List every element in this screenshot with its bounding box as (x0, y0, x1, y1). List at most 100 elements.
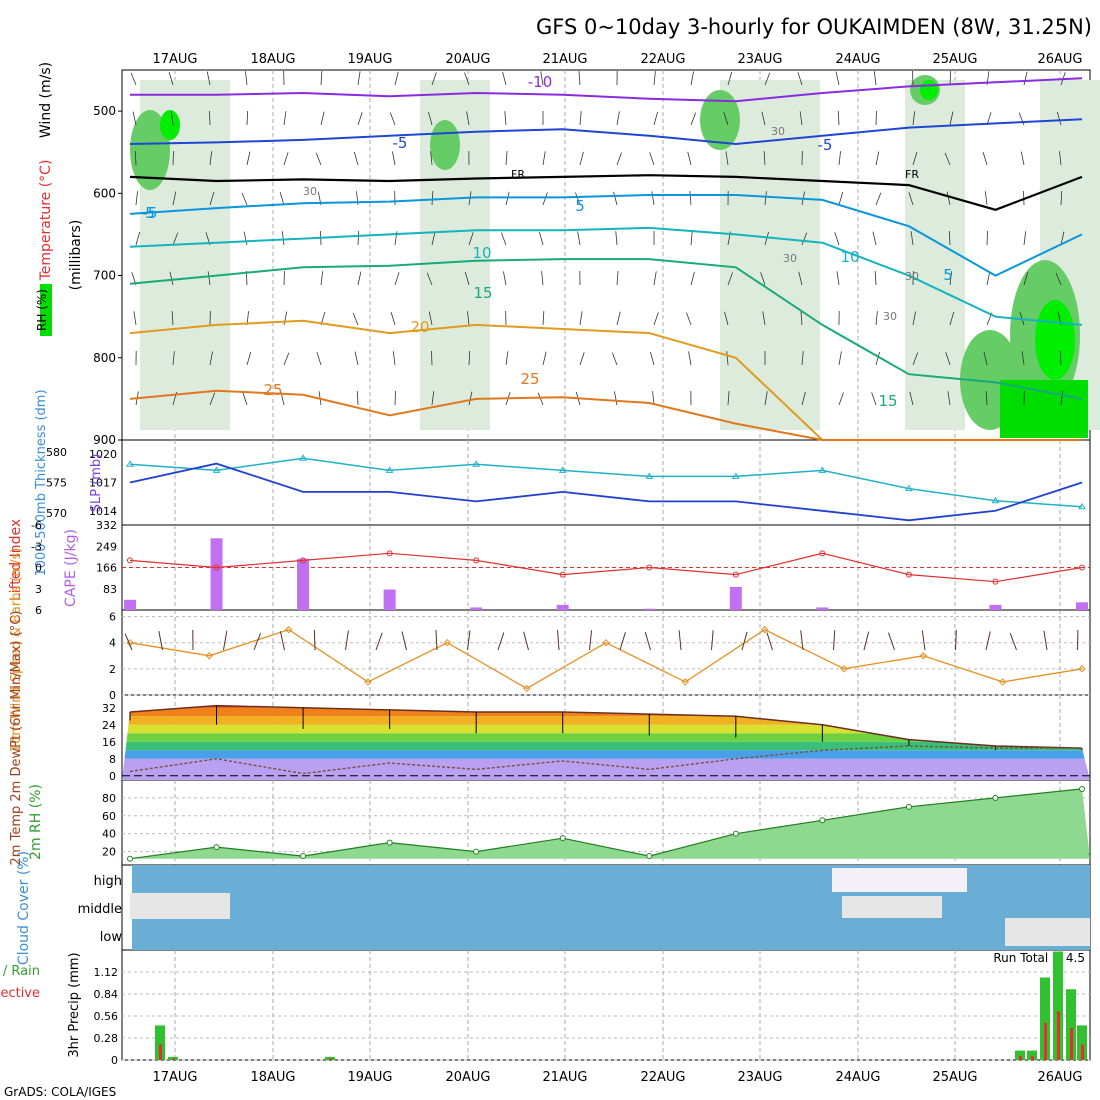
wind-barb (505, 151, 508, 166)
wind-barb (431, 231, 436, 246)
date-label-top: 19AUG (347, 52, 392, 67)
wind-barb (207, 271, 211, 286)
wind-barb (241, 192, 248, 206)
isotherm-label: FR (511, 168, 525, 181)
rh-marker (732, 830, 739, 837)
rh-tick-label: 20 (102, 846, 116, 859)
wind-barb (763, 151, 766, 166)
wind-barb (539, 231, 544, 246)
thickness-marker (645, 472, 654, 479)
cape-bar (729, 586, 742, 610)
date-label-top: 20AUG (445, 52, 490, 67)
thickness-marker (126, 460, 134, 467)
wind-barb (912, 71, 914, 86)
rh-tick-label: 60 (102, 810, 116, 823)
isotherm-label: 5 (943, 266, 953, 284)
wind-barb (357, 231, 360, 246)
slp-tick-label: 1014 (89, 505, 117, 518)
wind-barb (320, 271, 324, 286)
date-label-top: 23AUG (737, 52, 782, 67)
rh-tick-label: 40 (102, 828, 116, 841)
pressure-tick-label: 600 (93, 186, 116, 200)
cloud-low-block (1005, 918, 1090, 946)
rh-legend-swatch (40, 284, 52, 336)
precip-convective-bar (1031, 1055, 1034, 1060)
wind-barb (468, 391, 473, 406)
date-label-bottom: 21AUG (542, 1070, 587, 1085)
wind-barb (797, 72, 803, 86)
cape-bar (643, 608, 656, 610)
wind-barb (764, 191, 767, 206)
rh-marker (992, 794, 999, 801)
wind10m-barb (497, 632, 505, 651)
wind-barb (283, 152, 289, 166)
temperature-band (122, 724, 1090, 734)
wind-barb (502, 71, 507, 86)
wind-barb (356, 391, 359, 406)
wind-barb (209, 351, 213, 366)
cape-bar (470, 607, 483, 610)
date-label-top: 17AUG (152, 52, 197, 67)
wind-barb (949, 271, 952, 286)
precip-tick-label: 0 (111, 1054, 118, 1067)
wind-barb (875, 311, 878, 326)
wind-barb (764, 391, 768, 406)
lifted-index-marker (473, 557, 480, 564)
wind-barb (135, 231, 141, 246)
wind10m-axis-label: 10m Wind Speed & Barbs (m/s) (9, 548, 24, 753)
panel-frame (121, 439, 1091, 526)
cape-bar (210, 538, 223, 610)
isotherm-line (129, 174, 1083, 211)
lifted-index-marker (905, 571, 912, 578)
wind-barb (281, 231, 285, 246)
rh-marker (386, 839, 393, 846)
wind-barb (542, 192, 548, 206)
wind-barb (837, 111, 840, 126)
wind-barb (690, 231, 693, 246)
wind10m-barb (401, 631, 407, 651)
wind-barb (948, 231, 951, 246)
wind-barb (912, 111, 916, 126)
wind-barb (871, 392, 877, 406)
wind-barb (542, 351, 547, 366)
wind10m-barb (1009, 632, 1017, 651)
rh2m-axis-label: 2m RH (%) (28, 784, 44, 860)
wind-barb (172, 351, 175, 366)
rh-line (129, 788, 1083, 860)
date-label-bottom: 22AUG (640, 1070, 685, 1085)
wind-barb (579, 111, 582, 126)
pressure-tick-label: 500 (93, 104, 116, 118)
wind-barb (912, 151, 918, 166)
wind-barb (909, 391, 914, 406)
cloud-middle-block (130, 893, 230, 919)
rh-shading (905, 80, 965, 430)
wind-barb (1023, 71, 1028, 86)
wind-barb (1059, 151, 1062, 166)
wind-barb (690, 271, 695, 286)
wind-speed-tick-label: 2 (109, 663, 116, 676)
wind10m-barb (619, 632, 626, 651)
wind-barb (726, 351, 729, 366)
wind-barb (764, 231, 769, 246)
cape-bar (297, 558, 310, 610)
wind-barb (133, 311, 137, 326)
lifted-index-tick-label: 0 (35, 562, 42, 575)
wind10m-barb (741, 631, 748, 651)
precip-total-bar (1015, 1050, 1025, 1060)
lifted-index-marker (300, 557, 307, 564)
pressure-axis-label: (millibars) (68, 220, 84, 291)
isotherm-label: 15 (878, 392, 897, 410)
wind-barb (431, 351, 433, 366)
precip-total-bar (155, 1025, 165, 1060)
wind-barb (1060, 391, 1063, 406)
isotherm-label: -5 (393, 134, 408, 152)
precip-convective-bar (1019, 1055, 1022, 1060)
wind-barb (984, 191, 988, 206)
wind-barb (946, 191, 951, 206)
wind-barb (242, 392, 248, 406)
wind10m-barb (985, 631, 991, 651)
cape-bar (383, 589, 396, 610)
wind-barb (727, 272, 733, 286)
wind-barb (616, 271, 619, 286)
